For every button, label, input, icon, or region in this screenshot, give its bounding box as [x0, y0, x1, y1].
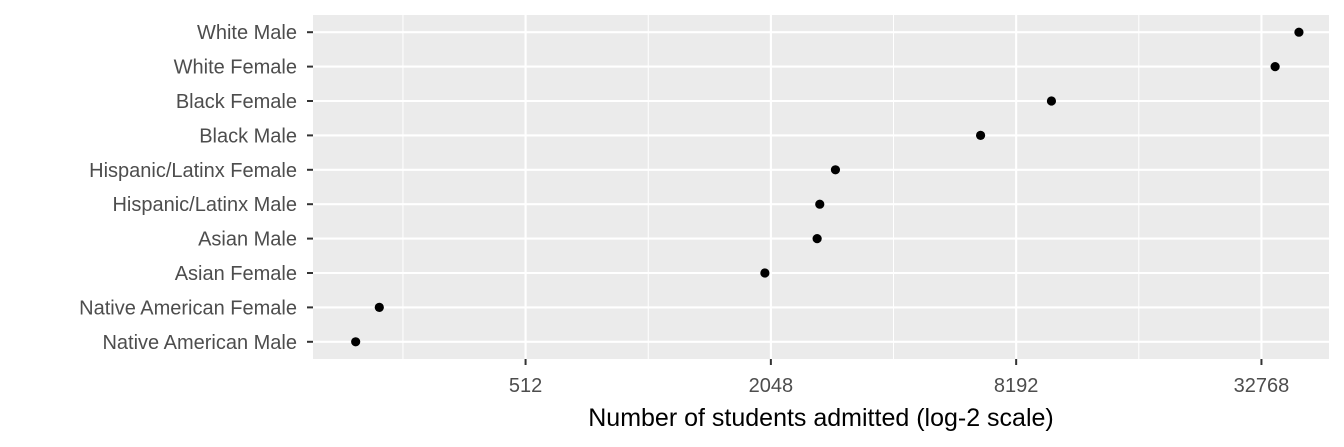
y-tick-label: Native American Female — [79, 297, 297, 319]
data-point — [975, 130, 986, 140]
major-gridlines — [313, 15, 1329, 359]
x-tick-label: 512 — [509, 375, 542, 397]
y-tick-label: Asian Female — [175, 263, 297, 285]
minor-gridlines — [402, 15, 1140, 359]
data-point — [374, 302, 384, 312]
data-point — [1046, 96, 1057, 106]
plot-panel — [313, 15, 1329, 359]
data-point — [1294, 27, 1304, 37]
data-point — [830, 165, 841, 175]
y-tick-label: Black Male — [199, 125, 297, 147]
x-axis: 512 2048 8192 32768 — [509, 359, 1289, 397]
x-axis-title: Number of students admitted (log-2 scale… — [588, 404, 1054, 432]
data-point — [760, 268, 770, 278]
x-tick-label: 8192 — [994, 375, 1039, 397]
y-tick-label: White Female — [174, 57, 297, 79]
data-points — [351, 27, 1304, 347]
y-tick-label: Native American Male — [102, 332, 297, 354]
y-tick-label: Asian Male — [198, 229, 297, 251]
data-point — [1270, 62, 1280, 72]
y-tick-label: Hispanic/Latinx Male — [112, 194, 297, 216]
data-point — [815, 199, 825, 209]
y-tick-label: White Male — [197, 22, 297, 44]
y-tick-label: Black Female — [176, 91, 297, 113]
data-point — [812, 234, 822, 244]
x-tick-label: 2048 — [749, 375, 794, 397]
y-axis: Native American Male Native American Fema… — [79, 22, 313, 354]
data-point — [351, 337, 361, 347]
y-tick-label: Hispanic/Latinx Female — [89, 160, 297, 182]
x-tick-label: 32768 — [1234, 375, 1290, 397]
